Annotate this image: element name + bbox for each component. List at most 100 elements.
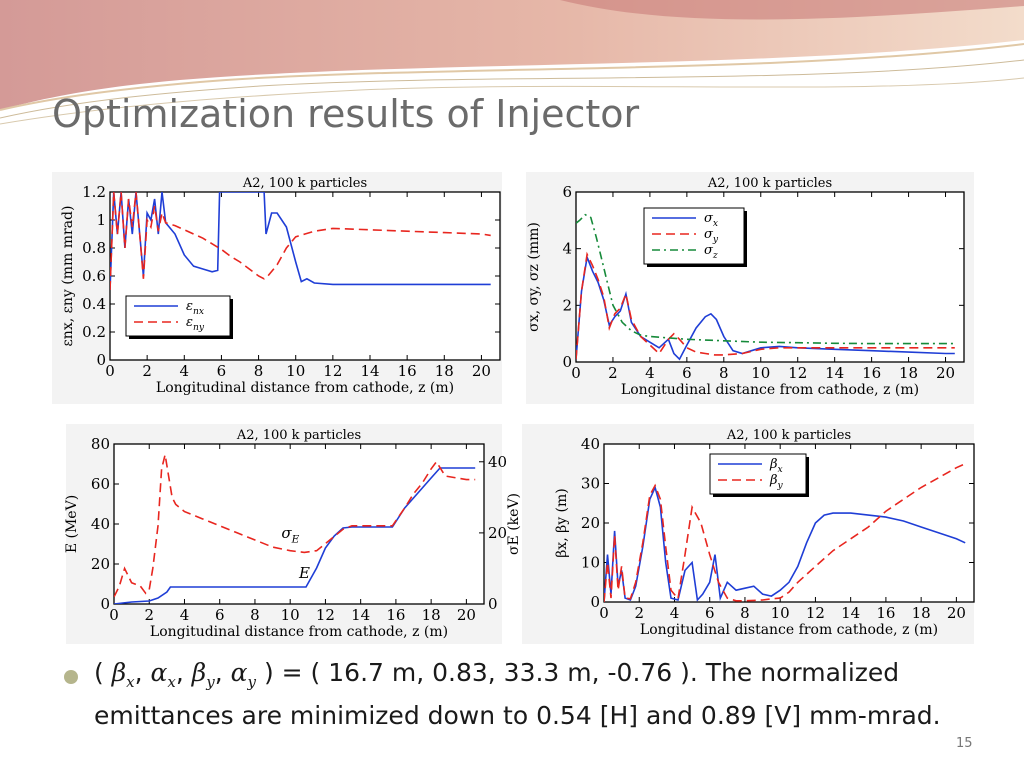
x-tick-label: 12	[323, 362, 342, 380]
x-tick-label: 0	[109, 606, 119, 624]
x-tick-label: 12	[788, 364, 807, 382]
page-number: 15	[956, 736, 973, 751]
chart-title: A2, 100 k particles	[726, 428, 851, 443]
x-tick-label: 10	[751, 364, 770, 382]
subscript-y: y	[247, 673, 257, 691]
legend-entry-label: εnx	[186, 299, 204, 317]
y-tick-label: 6	[562, 183, 572, 201]
legend-box	[125, 295, 231, 337]
x-tick-label: 6	[215, 606, 225, 624]
x-tick-label: 18	[912, 604, 931, 622]
energy-chart: A2, 100 k particles 0 2 4 6 8 10 12 14 16 18 20 0 20 4…	[64, 424, 522, 644]
y-tick-label: 0	[100, 595, 110, 613]
bullet-marker	[64, 670, 78, 684]
y-axis-label: σx, σy, σz (mm)	[526, 222, 542, 332]
series-red-line	[576, 251, 955, 360]
y2-axis-label: σE (keV)	[506, 493, 522, 555]
x-tick-label: 18	[422, 606, 441, 624]
legend-box	[643, 207, 745, 265]
plot-frame	[113, 443, 485, 605]
x-tick-label: 20	[936, 364, 955, 382]
y-tick-label: 10	[581, 554, 600, 572]
y-tick-label: 0.6	[82, 267, 106, 285]
x-tick-label: 10	[771, 604, 790, 622]
y-tick-label: 60	[91, 475, 110, 493]
subscript-x: x	[167, 673, 176, 691]
x-tick-label: 12	[316, 606, 335, 624]
series-blue-line	[114, 467, 476, 604]
x-axis-label: Longitudinal distance from cathode, z (m…	[621, 382, 919, 398]
x-axis-label: Longitudinal distance from cathode, z (m…	[640, 622, 938, 638]
series-green-line	[576, 213, 955, 345]
beta-symbol: β	[111, 658, 127, 687]
y-tick-label: 80	[91, 435, 110, 453]
y-tick-label: 20	[581, 514, 600, 532]
y-tick-label: 0	[590, 593, 600, 611]
y-tick-label: 20	[91, 555, 110, 573]
x-tick-label: 6	[217, 362, 227, 380]
beam-size-chart: A2, 100 k particles 0 2 4 6 8 10 12 14 16 18 20 0 2 4 6…	[526, 172, 974, 404]
x-tick-label: 4	[180, 362, 190, 380]
bullet-values: ) = ( 16.7 m, 0.83, 33.3 m, -0.76 ). The…	[94, 658, 941, 730]
curve-annotation: E	[298, 564, 310, 582]
x-tick-label: 2	[144, 606, 154, 624]
x-tick-label: 16	[386, 606, 405, 624]
y-tick-label: 1	[96, 211, 106, 229]
y-tick-label: 0	[96, 351, 106, 369]
x-tick-label: 16	[876, 604, 895, 622]
legend-entry-label: σx	[704, 211, 718, 229]
x-tick-label: 6	[705, 604, 715, 622]
y-tick-label: 0.2	[82, 323, 106, 341]
emittance-chart: A2, 100 k particles 0 2 4 6 8 10 12 14 16 18 20 0 0.2…	[52, 172, 502, 404]
x-tick-label: 2	[142, 362, 152, 380]
header-swoosh-decoration	[0, 0, 1024, 125]
alpha-symbol: α	[230, 658, 248, 687]
alpha-symbol: α	[150, 658, 168, 687]
x-tick-label: 18	[899, 364, 918, 382]
y-tick-label: 40	[581, 435, 600, 453]
y-tick-label: 0.8	[82, 239, 106, 257]
legend-entry-label: βx	[769, 457, 783, 475]
slide-title: Optimization results of Injector	[52, 92, 640, 136]
y2-tick-label: 0	[488, 595, 498, 613]
x-tick-label: 16	[398, 362, 417, 380]
x-tick-label: 4	[180, 606, 190, 624]
x-tick-label: 0	[105, 362, 115, 380]
bullet-text: ( βx, αx, βy, αy ) = ( 16.7 m, 0.83, 33.…	[94, 656, 994, 733]
y-tick-label: 0	[562, 353, 572, 371]
x-axis-label: Longitudinal distance from cathode, z (m…	[156, 380, 454, 396]
x-tick-label: 20	[947, 604, 966, 622]
x-tick-label: 2	[634, 604, 644, 622]
x-tick-label: 14	[360, 362, 379, 380]
x-tick-label: 16	[862, 364, 881, 382]
legend-entry-label: βy	[769, 473, 784, 491]
separator: ,	[134, 658, 151, 687]
x-tick-label: 14	[351, 606, 370, 624]
x-tick-label: 20	[472, 362, 491, 380]
y2-tick-label: 20	[488, 524, 507, 542]
x-tick-label: 6	[682, 364, 692, 382]
x-tick-label: 18	[435, 362, 454, 380]
plot-frame	[575, 191, 965, 363]
x-tick-label: 4	[645, 364, 655, 382]
x-tick-label: 0	[571, 364, 581, 382]
series-red-line	[110, 192, 491, 291]
legend-entry-label: εny	[186, 315, 205, 333]
x-tick-label: 8	[250, 606, 260, 624]
bullet-open: (	[94, 658, 112, 687]
y-tick-label: 1.2	[82, 183, 106, 201]
x-tick-label: 10	[286, 362, 305, 380]
beta-symbol: β	[191, 658, 207, 687]
x-tick-label: 12	[806, 604, 825, 622]
y-axis-label: εnx, εny (mm mrad)	[60, 206, 76, 347]
x-tick-label: 20	[457, 606, 476, 624]
subscript-x: x	[126, 673, 135, 691]
chart-title: A2, 100 k particles	[236, 428, 361, 443]
x-axis-label: Longitudinal distance from cathode, z (m…	[150, 624, 448, 640]
subscript-y: y	[206, 673, 215, 691]
beta-function-chart: A2, 100 k particles 0 2 4 6 8 10 12 14 16 18 20 0 10 2…	[522, 424, 975, 644]
curve-annotation: σE	[281, 524, 299, 546]
x-tick-label: 4	[670, 604, 680, 622]
x-tick-label: 14	[841, 604, 860, 622]
separator: ,	[214, 658, 231, 687]
